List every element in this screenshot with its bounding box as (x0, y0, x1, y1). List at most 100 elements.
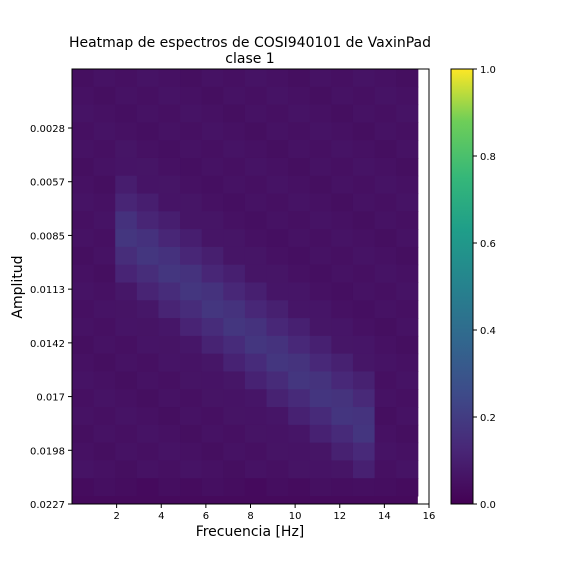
heatmap-cell (136, 157, 159, 177)
heatmap-cell (352, 407, 376, 426)
colorbar-axis: 0.0 0.2 0.4 0.6 0.8 1.0 (473, 65, 496, 511)
heatmap-cell (266, 282, 289, 301)
heatmap-cell (288, 300, 311, 319)
heatmap-cell (331, 157, 354, 177)
heatmap-cell (93, 175, 116, 195)
heatmap-cell (158, 282, 181, 301)
heatmap-cell (72, 157, 95, 177)
heatmap-cell (396, 246, 419, 266)
heatmap-cell (396, 140, 419, 159)
heatmap-cell (93, 122, 116, 141)
heatmap-cell (374, 460, 397, 479)
heatmap-cell (223, 300, 246, 319)
heatmap-cell (331, 246, 354, 266)
heatmap-cell (158, 157, 181, 177)
heatmap-cell (266, 122, 289, 141)
heatmap-cell (331, 140, 354, 159)
heatmap-cell (374, 175, 397, 195)
heatmap-cell (201, 69, 224, 88)
heatmap-cell (115, 460, 138, 479)
heatmap-cell (223, 122, 246, 141)
x-tick-label: 14 (378, 511, 391, 522)
y-axis: 0.0028 0.0057 0.0085 0.0113 0.0142 0.017 0.019… (30, 124, 72, 511)
heatmap-cell (201, 175, 224, 195)
heatmap-cell (244, 442, 268, 461)
heatmap-cell (288, 353, 311, 372)
heatmap-cell (309, 140, 332, 159)
heatmap-cell (396, 442, 419, 461)
heatmap-cell (115, 193, 138, 212)
heatmap-cell (396, 211, 419, 230)
heatmap-cell (115, 318, 138, 337)
heatmap-cell (72, 229, 95, 248)
heatmap-cell (288, 69, 311, 88)
heatmap-cell (201, 300, 224, 319)
heatmap-cell (72, 211, 95, 230)
heatmap-cell (158, 211, 181, 230)
heatmap-cell (158, 246, 181, 266)
heatmap-cell (309, 246, 332, 266)
heatmap-cell (223, 175, 246, 195)
y-axis-label: Amplitud (10, 255, 26, 318)
heatmap-cell (288, 335, 311, 355)
heatmap-cell (374, 371, 397, 390)
heatmap-cell (136, 122, 159, 141)
heatmap-cell (201, 193, 224, 212)
heatmap-cell (309, 282, 332, 301)
heatmap-cell (93, 140, 116, 159)
heatmap-cell (158, 229, 181, 248)
heatmap-cell (93, 157, 116, 177)
heatmap-cell (136, 264, 159, 283)
heatmap-cell (115, 122, 138, 141)
heatmap-cell (266, 157, 289, 177)
y-tick-label: 0.0198 (30, 446, 65, 457)
heatmap-cell (352, 69, 376, 88)
heatmap-cell (352, 175, 376, 195)
heatmap-cell (374, 157, 397, 177)
heatmap-cell (93, 86, 116, 106)
heatmap-cell (93, 104, 116, 123)
heatmap-cell (396, 86, 419, 106)
heatmap-cell (93, 389, 116, 408)
heatmap-cell (309, 424, 332, 444)
heatmap-cell (136, 104, 159, 123)
heatmap-cell (266, 69, 289, 88)
heatmap-cell (331, 318, 354, 337)
heatmap-cell (115, 157, 138, 177)
heatmap-cell (93, 229, 116, 248)
heatmap-cell (72, 122, 95, 141)
heatmap-cell (244, 300, 268, 319)
heatmap-cell (288, 193, 311, 212)
heatmap-cell (396, 229, 419, 248)
heatmap-cell (331, 122, 354, 141)
heatmap-cell (244, 282, 268, 301)
heatmap-cell (244, 122, 268, 141)
heatmap-cell (180, 442, 203, 461)
heatmap-cell (201, 122, 224, 141)
heatmap-cell (115, 335, 138, 355)
y-tick-label: 0.0085 (30, 231, 65, 242)
heatmap-cell (309, 460, 332, 479)
heatmap-cell (136, 389, 159, 408)
heatmap-cell (93, 300, 116, 319)
heatmap-cell (180, 318, 203, 337)
heatmap-cell (93, 211, 116, 230)
heatmap-cell (115, 264, 138, 283)
heatmap-cell (223, 282, 246, 301)
heatmap-cell (180, 407, 203, 426)
heatmap-cell (396, 193, 419, 212)
heatmap-cell (136, 442, 159, 461)
heatmap-cell (374, 300, 397, 319)
heatmap-cell (158, 371, 181, 390)
heatmap-cell (266, 104, 289, 123)
heatmap-cell (374, 389, 397, 408)
x-tick-label: 2 (113, 511, 119, 522)
heatmap-cell (72, 300, 95, 319)
heatmap-cell (115, 389, 138, 408)
heatmap-cell (374, 86, 397, 106)
x-tick-label: 16 (423, 511, 436, 522)
heatmap-cell (180, 389, 203, 408)
heatmap-cell (266, 389, 289, 408)
heatmap-cell (180, 122, 203, 141)
heatmap-cell (93, 318, 116, 337)
